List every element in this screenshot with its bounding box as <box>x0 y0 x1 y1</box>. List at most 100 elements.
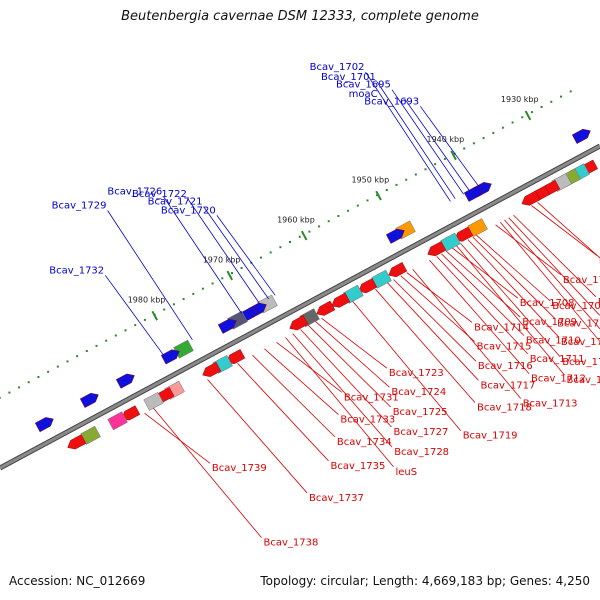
reverse-leader-line <box>252 354 336 438</box>
forward-leader-line <box>404 98 470 192</box>
scale-dot <box>114 334 117 337</box>
reverse-gene-label: Bcav_1706 <box>562 357 600 368</box>
reverse-gene-label: Bcav_1715 <box>477 342 532 353</box>
cds-shape <box>217 318 237 334</box>
reverse-gene-label: Bcav_1700 <box>563 275 600 286</box>
cds-shape <box>160 349 180 365</box>
feature-box <box>107 411 128 431</box>
reverse-gene-label: Bcav_1731 <box>344 392 399 403</box>
cds-shape <box>67 434 87 450</box>
scale-dot <box>37 376 40 378</box>
kbp-tick <box>300 230 308 241</box>
forward-leader-line <box>419 106 479 187</box>
scale-dot <box>414 173 417 176</box>
reverse-gene-label: Bcav_1713 <box>523 399 578 410</box>
cds-shape <box>521 190 541 206</box>
scale-dot <box>143 318 146 321</box>
forward-cds-arrow <box>79 392 99 408</box>
forward-leader-line <box>376 81 456 199</box>
reverse-leader-line <box>429 259 530 374</box>
reverse-cds-arrow <box>316 300 336 316</box>
scale-dot <box>8 391 11 394</box>
reverse-gene-label: leuS <box>396 467 418 478</box>
kbp-tick <box>450 150 457 161</box>
scale-dot <box>134 324 137 327</box>
scale-dot <box>443 157 446 160</box>
forward-leader-line <box>104 275 164 356</box>
scale-dot <box>385 189 388 191</box>
reverse-gene-label: Bcav_1728 <box>394 447 449 458</box>
reverse-leader-line <box>375 288 476 403</box>
scale-dot <box>231 272 233 275</box>
scale-dot <box>366 199 369 202</box>
reverse-leader-line <box>452 247 518 299</box>
reverse-leader-line <box>315 321 390 388</box>
scale-dot <box>124 329 127 332</box>
scale-dot <box>260 256 262 259</box>
scale-dot <box>192 292 195 295</box>
reverse-gene-label: Bcav_1724 <box>391 387 446 398</box>
reverse-leader-line <box>504 219 600 330</box>
reverse-cds-arrow <box>358 278 378 294</box>
scale-dot <box>66 360 69 363</box>
cds-shape <box>115 373 135 389</box>
topology-label: Topology: circular; Length: 4,669,183 bp… <box>260 574 590 588</box>
reverse-leader-line <box>460 243 561 358</box>
reverse-leader-line <box>456 245 565 376</box>
forward-gene-label: Bcav_1695 <box>336 80 391 91</box>
reverse-gene-label: Bcav_1709 <box>522 317 577 328</box>
cds-shape <box>331 292 351 308</box>
reverse-cds-arrow <box>388 262 408 278</box>
reverse-leader-line <box>387 282 479 381</box>
reverse-gene-label: Bcav_1737 <box>309 493 364 504</box>
scale-dot <box>356 204 359 207</box>
cds-shape <box>34 417 54 433</box>
reverse-leader-line <box>467 239 560 338</box>
forward-cds-arrow <box>115 373 135 389</box>
scale-dot <box>482 137 485 140</box>
scale-dot <box>76 355 79 358</box>
kbp-tick <box>151 310 159 321</box>
reverse-leader-line <box>537 202 600 259</box>
scale-dot <box>531 111 533 114</box>
forward-leader-line <box>365 71 451 202</box>
feature-block <box>143 391 164 411</box>
scale-dot <box>540 106 543 108</box>
scale-dot <box>172 303 175 306</box>
forward-leader-line <box>187 198 260 304</box>
forward-gene-label: Bcav_1702 <box>310 62 365 73</box>
scale-dot <box>27 381 30 384</box>
kbp-label: 1940 kbp <box>427 135 465 144</box>
reverse-cds-arrow <box>427 241 447 257</box>
scale-dot <box>201 287 204 290</box>
reverse-leader-line <box>476 234 551 302</box>
forward-label-group: Bcav_1693moaCBcav_1695Bcav_1701Bcav_1702… <box>49 62 479 356</box>
reverse-leader-line <box>472 236 556 319</box>
scale-dot <box>0 396 1 399</box>
scale-dot <box>211 282 214 285</box>
kbp-tick-group: 1930 kbp 1940 kbp 1950 kbp 1960 kbp 1970 kbp… <box>128 95 539 321</box>
kbp-tick <box>524 110 532 121</box>
reverse-gene-label: Bcav_1716 <box>478 361 533 372</box>
forward-cds-arrow <box>385 228 405 244</box>
reverse-leader-line <box>508 217 600 316</box>
feature-track <box>34 128 598 450</box>
forward-gene-label: Bcav_1721 <box>148 197 203 208</box>
kbp-label: 1960 kbp <box>277 215 315 224</box>
reverse-gene-label: Bcav_1717 <box>481 380 536 391</box>
reverse-gene-label: Bcav_1705 <box>561 337 600 348</box>
feature-box <box>143 391 164 411</box>
reverse-cds-arrow <box>289 315 309 331</box>
cds-shape <box>463 186 483 202</box>
scale-dot <box>308 230 311 233</box>
scale-dot <box>560 95 562 98</box>
reverse-gene-label: Bcav_1719 <box>463 431 518 442</box>
reverse-gene-label: Bcav_1723 <box>389 368 444 379</box>
forward-cds-arrow <box>217 318 237 334</box>
reverse-gene-label: Bcav_1710 <box>526 336 581 347</box>
scale-dot <box>492 131 495 134</box>
scale-dot <box>318 225 321 228</box>
reverse-leader-line <box>531 205 598 256</box>
forward-gene-label: Bcav_1732 <box>49 265 104 276</box>
reverse-leader-line <box>446 250 521 318</box>
